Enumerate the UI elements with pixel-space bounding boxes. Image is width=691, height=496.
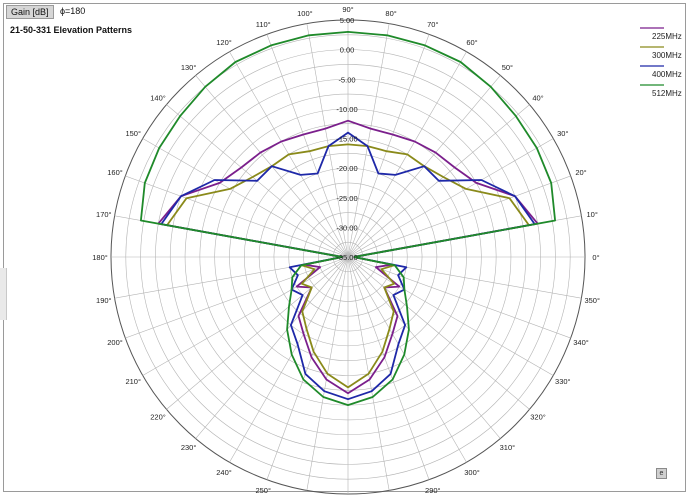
corner-icon[interactable]: e	[656, 468, 667, 479]
grid-spoke	[142, 138, 349, 258]
legend-label: 225MHz	[652, 32, 682, 41]
grid-spoke	[347, 138, 554, 258]
angle-tick-label: 20°	[575, 168, 586, 177]
angle-tick-label: 40°	[532, 94, 543, 103]
angle-tick-label: 150°	[125, 129, 141, 138]
angle-tick-label: 50°	[502, 63, 513, 72]
grid-spoke	[347, 256, 501, 439]
angle-tick-label: 350°	[584, 296, 600, 305]
angle-tick-label: 100°	[297, 9, 313, 18]
angle-tick-label: 170°	[96, 210, 112, 219]
grid-spoke	[229, 256, 349, 463]
angle-tick-label: 240°	[216, 468, 232, 477]
radial-tick-label: 5.00	[340, 16, 355, 25]
gain-tab[interactable]: Gain [dB]	[6, 5, 54, 19]
angle-tick-label: 160°	[107, 168, 123, 177]
grid-spoke	[142, 256, 349, 376]
grid-spoke	[347, 256, 554, 376]
radial-tick-label: -5.00	[338, 75, 355, 84]
radial-tick-label: -15.00	[336, 135, 357, 144]
angle-tick-label: 90°	[342, 5, 353, 14]
grid-spoke	[347, 34, 430, 258]
radial-tick-label: -10.00	[336, 105, 357, 114]
angle-tick-label: 0°	[592, 253, 599, 262]
grid-spoke	[347, 256, 530, 410]
grid-spoke	[347, 23, 390, 258]
legend-label: 400MHz	[652, 70, 682, 79]
angle-tick-label: 110°	[256, 20, 271, 29]
grid-spoke	[166, 256, 349, 410]
angle-tick-label: 70°	[427, 20, 438, 29]
angle-tick-label: 30°	[557, 129, 568, 138]
angle-tick-label: 140°	[150, 94, 166, 103]
grid-spoke	[266, 256, 349, 480]
angle-tick-label: 230°	[181, 443, 197, 452]
grid-spoke	[125, 256, 349, 339]
angle-tick-label: 330°	[555, 377, 571, 386]
radial-tick-label: -25.00	[336, 194, 357, 203]
radial-tick-label: -20.00	[336, 164, 357, 173]
legend-label: 300MHz	[652, 51, 682, 60]
grid-spoke	[347, 175, 571, 258]
angle-tick-label: 300°	[464, 468, 480, 477]
angle-tick-label: 310°	[500, 443, 516, 452]
side-resize-handle[interactable]	[0, 268, 7, 320]
radial-tick-label: 0.00	[340, 46, 355, 55]
chart-title: 21-50-331 Elevation Patterns	[10, 25, 133, 35]
angle-tick-label: 220°	[150, 412, 166, 421]
radial-tick-label: -35.00	[336, 253, 357, 262]
angle-tick-label: 120°	[216, 38, 232, 47]
angle-tick-label: 180°	[92, 253, 108, 262]
phi-label: ϕ=180	[60, 6, 86, 16]
angle-tick-label: 60°	[466, 38, 477, 47]
grid-spoke	[347, 256, 430, 480]
angle-tick-label: 290°	[425, 486, 441, 495]
radial-tick-label: -30.00	[336, 223, 357, 232]
grid-spoke	[266, 34, 349, 258]
angle-tick-label: 190°	[96, 296, 112, 305]
grid-spoke	[347, 256, 467, 463]
grid-spoke	[195, 256, 349, 439]
angle-tick-label: 250°	[255, 486, 271, 495]
angle-tick-label: 210°	[125, 377, 141, 386]
angle-tick-label: 10°	[587, 210, 598, 219]
angle-tick-label: 200°	[107, 338, 123, 347]
grid-spoke	[125, 175, 349, 258]
angle-tick-label: 340°	[573, 338, 589, 347]
angle-tick-label: 320°	[530, 412, 546, 421]
angle-tick-label: 80°	[385, 9, 396, 18]
grid-spoke	[306, 23, 349, 258]
angle-tick-label: 130°	[181, 63, 197, 72]
series-line-512mhz	[139, 30, 556, 407]
grid-spoke	[347, 256, 571, 339]
legend-label: 512MHz	[652, 89, 682, 98]
